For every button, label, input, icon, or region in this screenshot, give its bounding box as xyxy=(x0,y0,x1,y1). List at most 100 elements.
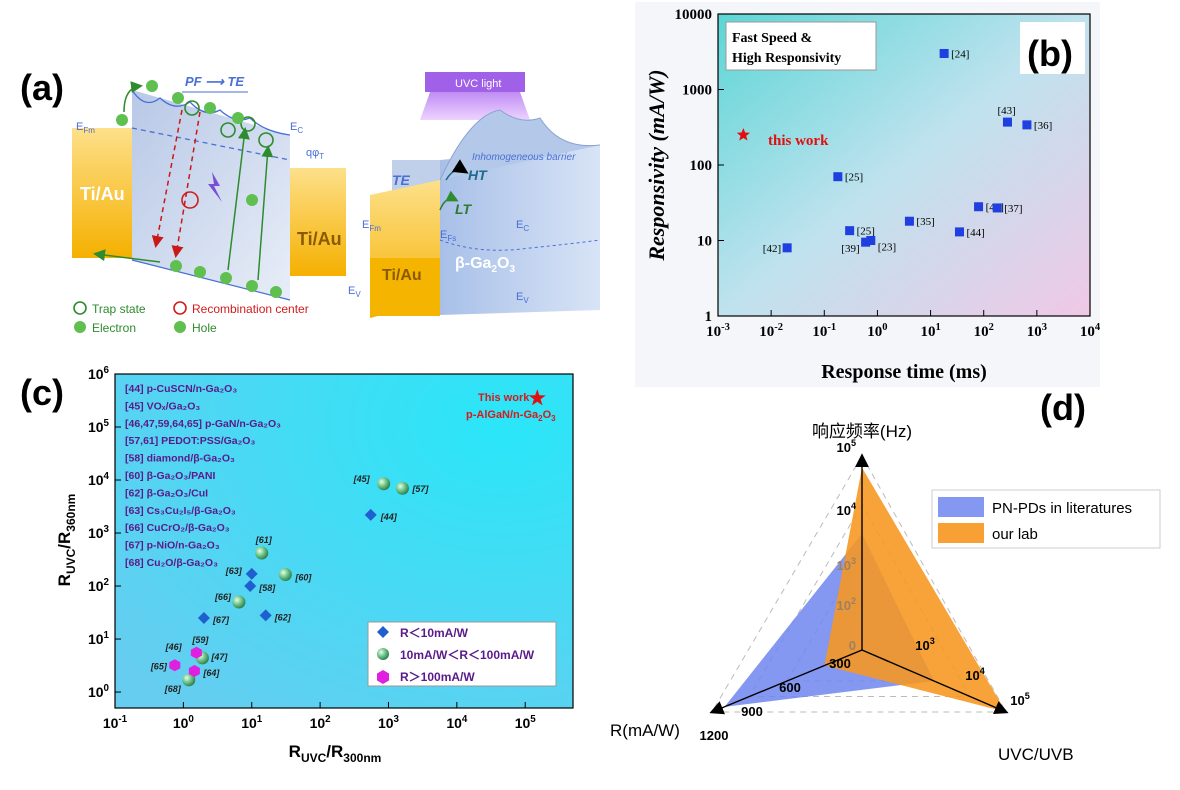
uvc-lamp xyxy=(425,72,525,92)
panel-c-axes: 10-1 100 101 102 103 104 105 100 101 102 103 104 105… xyxy=(88,365,536,731)
inhomogeneous-barrier-shape xyxy=(439,109,601,181)
reference-entry: [63] Cs₃Cu₂I₅/β-Ga₂O₃ xyxy=(125,505,236,517)
radar-uvc-tick: 103 xyxy=(915,636,935,653)
efs-label: EFs xyxy=(440,229,456,243)
hole-icon xyxy=(170,260,182,272)
panel-c-legend-item: R＜10mA/W xyxy=(400,626,469,640)
radar-axis-left-label: R(mA/W) xyxy=(610,721,680,740)
holes xyxy=(170,260,282,298)
panel-b-axes: 10-3 10-2 10-1 100 101 102 103 104 1 10 100 1000 100… xyxy=(675,7,1101,340)
radar-freq-tick: 105 xyxy=(836,438,856,455)
panel-c-this-work-line2: p-AlGaN/n-Ga2O3 xyxy=(466,409,556,423)
semiconductor-band xyxy=(132,90,290,300)
data-point-label: [44] xyxy=(966,227,984,239)
ga2o3-label: β-Ga2O3 xyxy=(455,255,515,275)
data-point-label: [45] xyxy=(353,474,371,484)
data-point-label: [44] xyxy=(380,512,398,522)
panel-a: (a) Ti/Au Ti/Au PF ⟶ TE EFm EC qφT EV xyxy=(20,67,601,335)
qphi-label: qφT xyxy=(306,147,324,161)
panel-c-x-axis-label: RUVC/R300nm xyxy=(289,742,382,765)
y-tick-label: 102 xyxy=(88,577,110,594)
radar-axis-right-label: UVC/UVB xyxy=(998,745,1074,764)
panel-b-label-bg xyxy=(1020,22,1085,74)
ga2o3-block-front xyxy=(440,145,600,315)
lt-label: LT xyxy=(455,201,473,217)
x-tick-label: 103 xyxy=(1027,322,1047,340)
legend-sphere-icon xyxy=(377,648,389,660)
green-arrow xyxy=(257,145,274,281)
red-dashed-arrow xyxy=(151,109,183,248)
data-point-label: [25] xyxy=(845,172,863,184)
panel-d-label: (d) xyxy=(1040,387,1086,428)
x-tick-label: 104 xyxy=(446,714,468,731)
panel-d-radar: 0 102 103 104 105 300 600 900 1200 103 104 105 xyxy=(700,438,1030,743)
y-tick-label: 106 xyxy=(88,365,110,382)
conduction-band-line xyxy=(131,89,291,136)
hole-icon xyxy=(270,286,282,298)
y-tick-label: 1 xyxy=(705,309,713,325)
legend-lab-swatch xyxy=(938,523,984,543)
recomb-legend-icon xyxy=(173,301,187,315)
panel-d: (d) 01021031041053006009001200103104105 … xyxy=(610,387,1161,764)
radar-axis-top-label: 响应频率(Hz) xyxy=(812,422,912,441)
legend-diamond-icon xyxy=(377,626,389,638)
data-point-sphere xyxy=(182,673,196,687)
data-point-square xyxy=(833,172,843,182)
x-tick-label: 104 xyxy=(1080,322,1101,340)
metal-3d-front xyxy=(370,258,440,316)
panel-c-reference-list: [44] p-CuSCN/n-Ga₂O₃ [45] VOₓ/Ga₂O₃ [46,47… xyxy=(125,383,281,569)
data-point-square xyxy=(1022,120,1032,130)
data-point-square xyxy=(1002,117,1012,127)
radar-axis-line xyxy=(861,649,1009,715)
data-point-label: [25] xyxy=(857,226,875,238)
radar-series-area xyxy=(824,467,1006,712)
radar-freq-tick: 104 xyxy=(836,501,856,518)
ec2-label: EC xyxy=(516,219,529,233)
panel-a-label: (a) xyxy=(20,67,64,108)
data-point-square xyxy=(861,237,871,247)
panel-a-legend: Trap state Recombination center Electron… xyxy=(73,301,309,335)
hole-legend-label: Hole xyxy=(192,321,217,335)
data-point-sphere xyxy=(232,595,246,609)
x-tick-label: 10-3 xyxy=(706,322,730,340)
electron-legend-icon xyxy=(74,321,86,333)
data-point-label: [60] xyxy=(294,573,312,583)
data-point-square xyxy=(992,203,1002,213)
data-point-label: [46] xyxy=(165,642,183,652)
reference-entry: [67] p-NiO/n-Ga₂O₃ xyxy=(125,540,220,552)
data-point-label: [65] xyxy=(150,661,168,671)
ht-arrow xyxy=(445,159,469,181)
data-point-label: [68] xyxy=(164,684,182,694)
data-point-label: [66] xyxy=(214,592,232,602)
panel-b-y-axis-label: Responsivity (mA/W) xyxy=(644,69,669,261)
efs-dashed xyxy=(439,239,601,251)
this-work-star xyxy=(528,389,546,406)
reference-entry: [58] diamond/β-Ga₂O₃ xyxy=(125,453,235,465)
hole-icon xyxy=(220,272,232,284)
data-point-diamond xyxy=(244,580,257,593)
x-tick-label: 10-2 xyxy=(759,322,783,340)
x-tick-label: 101 xyxy=(241,714,263,731)
green-curve-arrow xyxy=(123,81,143,113)
data-point-square xyxy=(866,236,876,245)
panel-b: 10-3 10-2 10-1 100 101 102 103 104 1 10 100 1000 100… xyxy=(635,2,1101,387)
electron-legend-label: Electron xyxy=(92,321,136,335)
y-tick-label: 10000 xyxy=(675,7,713,23)
radar-freq-tick: 103 xyxy=(836,556,856,573)
pf-te-label: PF ⟶ TE xyxy=(185,74,244,89)
electron-icon xyxy=(172,92,184,104)
efm-label: EFm xyxy=(76,121,95,135)
panel-c-legend-item: 10mA/W＜R＜100mA/W xyxy=(400,648,535,662)
right-metal-block xyxy=(290,168,346,276)
legend-hexagon-icon xyxy=(377,670,389,684)
metal-3d-label: Ti/Au xyxy=(382,267,422,284)
panel-a-3d-diagram: UVC light Ti/Au β-Ga2O3 Inhomogeneous ba… xyxy=(362,72,601,318)
radar-uvc-tick: 104 xyxy=(965,666,985,683)
hole-icon xyxy=(246,280,258,292)
panel-b-x-axis-label: Response time (ms) xyxy=(821,361,987,383)
data-point-label: [47] xyxy=(210,652,228,662)
data-point-label: [61] xyxy=(255,535,273,545)
data-point-hexagon xyxy=(169,659,181,672)
panel-b-note-box xyxy=(725,21,877,71)
panel-b-label: (b) xyxy=(1027,33,1073,74)
